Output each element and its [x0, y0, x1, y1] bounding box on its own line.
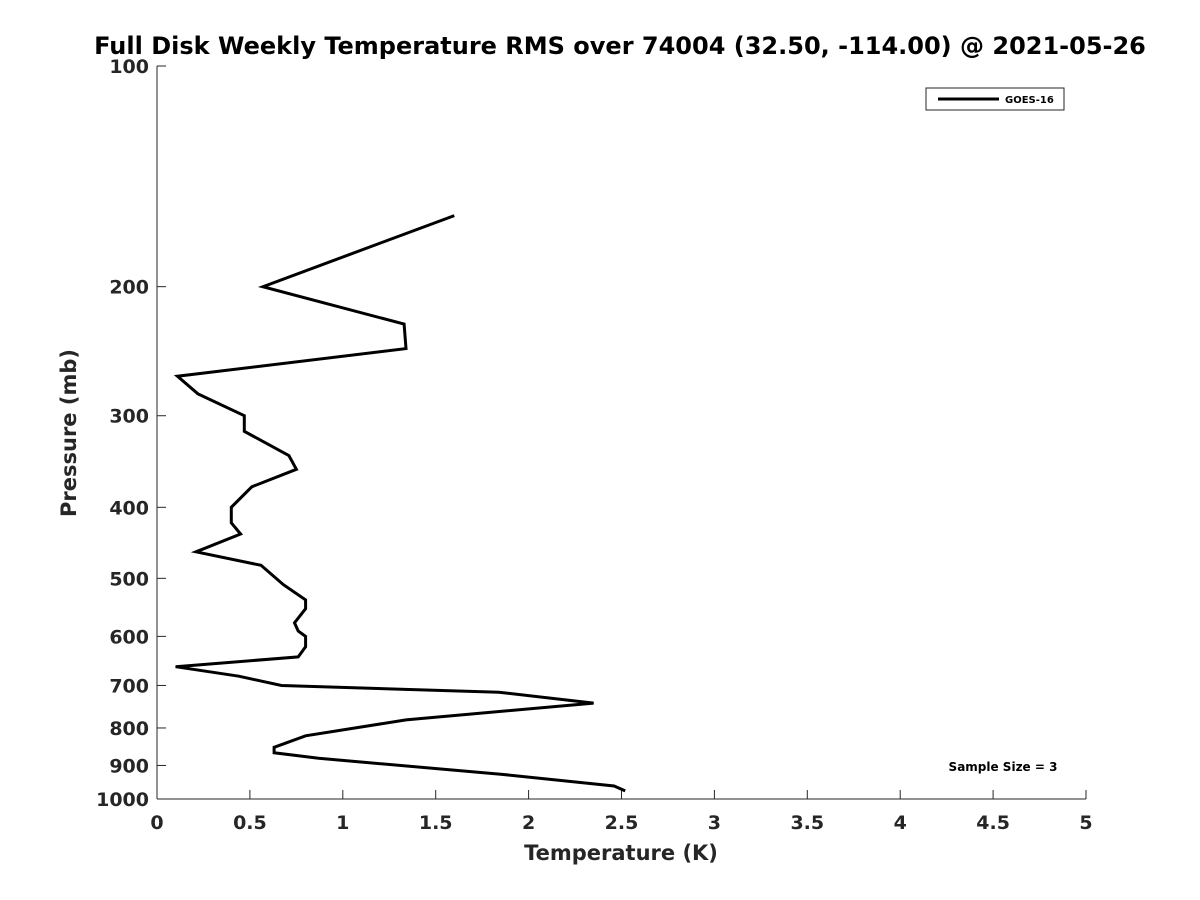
- y-tick-label: 800: [109, 718, 149, 740]
- y-tick-label: 100: [109, 56, 149, 78]
- x-tick-label: 5: [1079, 812, 1092, 834]
- y-tick-label: 200: [109, 277, 149, 299]
- series-group: [173, 214, 626, 793]
- x-tick-label: 2.5: [605, 812, 639, 834]
- y-tick-label: 700: [109, 675, 149, 697]
- y-axis-label: Pressure (mb): [57, 349, 81, 517]
- x-tick-label: 3.5: [790, 812, 824, 834]
- legend: GOES-16: [925, 87, 1065, 111]
- y-tick-label: 900: [109, 755, 149, 777]
- x-tick-label: 3: [708, 812, 721, 834]
- y-tick-label: 500: [109, 568, 149, 590]
- legend-label-goes-16: GOES-16: [1005, 95, 1054, 106]
- x-tick-label: 1: [336, 812, 349, 834]
- x-axis-label: Temperature (K): [524, 841, 718, 865]
- chart-title: Full Disk Weekly Temperature RMS over 74…: [94, 32, 1146, 60]
- x-tick-label: 0.5: [233, 812, 267, 834]
- y-tick-label: 400: [109, 497, 149, 519]
- x-ticks: 0 0.5 1 1.5 2 2.5 3 3.5 4 4.5 5: [150, 790, 1093, 834]
- x-tick-label: 0: [150, 812, 163, 834]
- sample-size-annotation: Sample Size = 3: [949, 760, 1058, 774]
- plot-axes: [156, 66, 1086, 800]
- y-tick-label: 300: [109, 406, 149, 428]
- x-tick-label: 4.5: [976, 812, 1010, 834]
- x-tick-label: 4: [894, 812, 907, 834]
- y-tick-label: 600: [109, 626, 149, 648]
- series-line-goes-16: [173, 214, 626, 793]
- x-tick-label: 1.5: [419, 812, 453, 834]
- y-ticks: 100 200 300 400 500 600 700 800 900 1000: [96, 56, 166, 811]
- x-tick-label: 2: [522, 812, 535, 834]
- y-tick-label: 1000: [96, 789, 149, 811]
